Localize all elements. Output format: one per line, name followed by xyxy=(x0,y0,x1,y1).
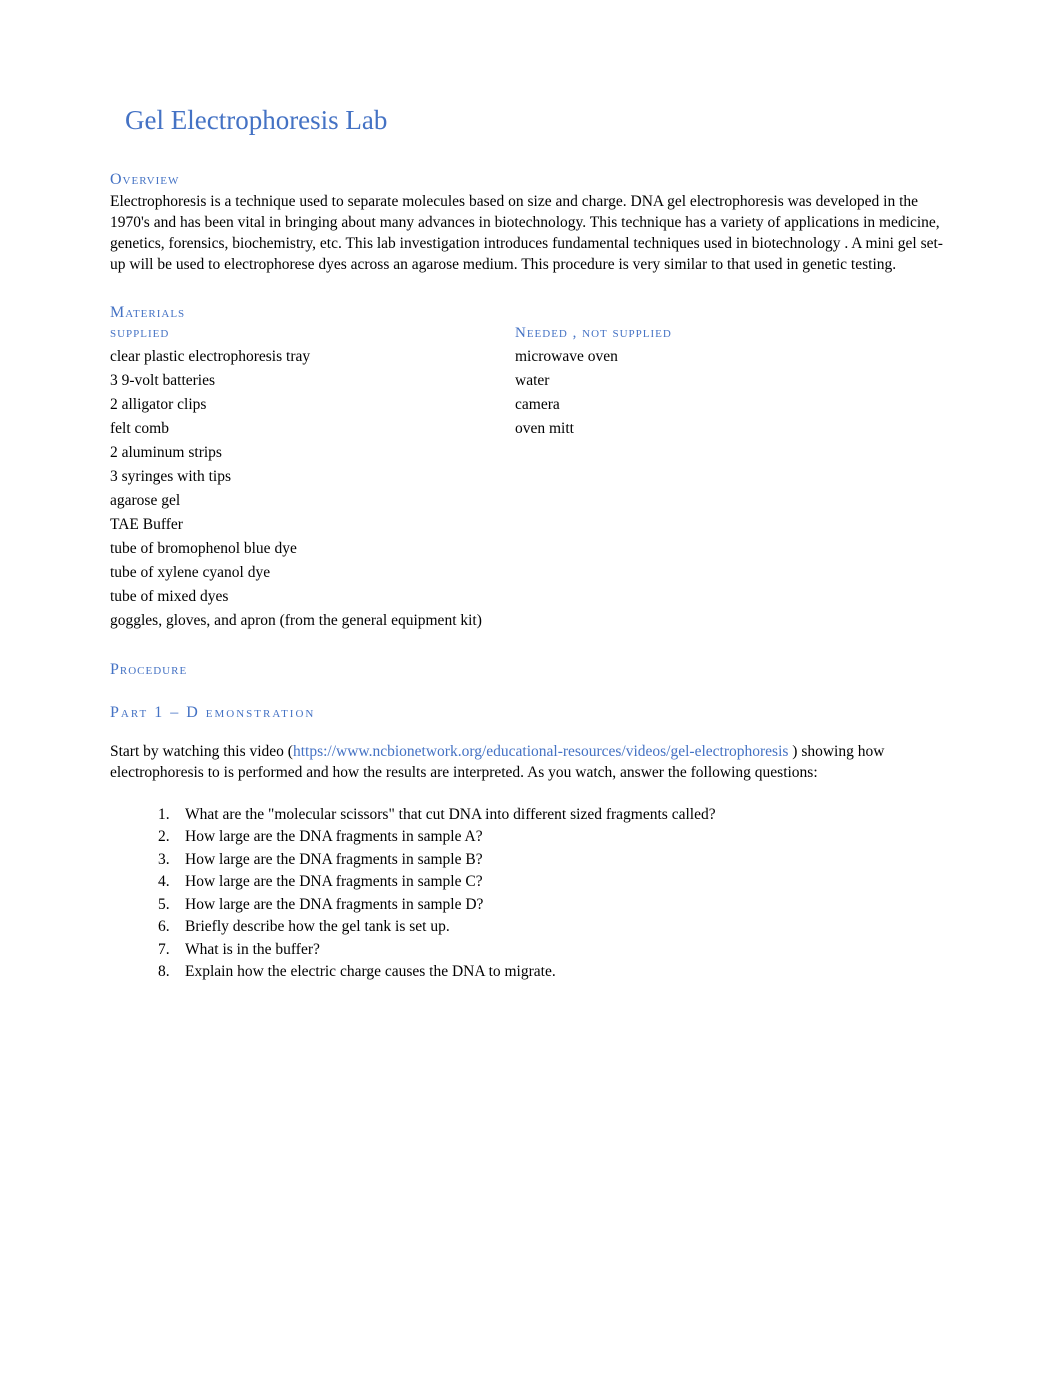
supplied-item-full: goggles, gloves, and apron (from the gen… xyxy=(110,609,952,633)
intro-pre: Start by watching this video ( xyxy=(110,743,293,760)
needed-column: Needed , not supplied microwave oven wat… xyxy=(515,325,952,609)
question-item: 4.How large are the DNA fragments in sam… xyxy=(158,871,952,893)
question-number: 2. xyxy=(158,826,185,848)
question-number: 4. xyxy=(158,871,185,893)
question-item: 3.How large are the DNA fragments in sam… xyxy=(158,849,952,871)
question-number: 7. xyxy=(158,939,185,961)
supplied-item: 2 aluminum strips xyxy=(110,441,515,465)
materials-columns: supplied clear plastic electrophoresis t… xyxy=(110,325,952,609)
supplied-item: felt comb xyxy=(110,417,515,441)
needed-item: camera xyxy=(515,393,952,417)
overview-header: Overview xyxy=(110,171,952,189)
supplied-item: TAE Buffer xyxy=(110,513,515,537)
question-number: 1. xyxy=(158,804,185,826)
question-text: How large are the DNA fragments in sampl… xyxy=(185,826,483,848)
procedure-header: Procedure xyxy=(110,661,952,679)
materials-header: Materials xyxy=(110,304,952,322)
questions-list: 1.What are the "molecular scissors" that… xyxy=(110,804,952,984)
question-text: How large are the DNA fragments in sampl… xyxy=(185,849,483,871)
question-text: How large are the DNA fragments in sampl… xyxy=(185,871,483,893)
question-item: 5.How large are the DNA fragments in sam… xyxy=(158,894,952,916)
question-number: 8. xyxy=(158,961,185,983)
needed-item: water xyxy=(515,369,952,393)
supplied-item: clear plastic electrophoresis tray xyxy=(110,345,515,369)
question-item: 1.What are the "molecular scissors" that… xyxy=(158,804,952,826)
question-text: Explain how the electric charge causes t… xyxy=(185,961,556,983)
supplied-item: 3 9-volt batteries xyxy=(110,369,515,393)
part1-intro: Start by watching this video (https://ww… xyxy=(110,742,952,784)
question-number: 5. xyxy=(158,894,185,916)
supplied-column: supplied clear plastic electrophoresis t… xyxy=(110,325,515,609)
question-text: What is in the buffer? xyxy=(185,939,320,961)
needed-item: oven mitt xyxy=(515,417,952,441)
supplied-item: agarose gel xyxy=(110,489,515,513)
needed-item: microwave oven xyxy=(515,345,952,369)
supplied-item: tube of xylene cyanol dye xyxy=(110,561,515,585)
supplied-item: tube of mixed dyes xyxy=(110,585,515,609)
supplied-item: tube of bromophenol blue dye xyxy=(110,537,515,561)
question-item: 8.Explain how the electric charge causes… xyxy=(158,961,952,983)
part1-header: Part 1 – D emonstration xyxy=(110,704,952,722)
question-item: 6.Briefly describe how the gel tank is s… xyxy=(158,916,952,938)
supplied-item: 3 syringes with tips xyxy=(110,465,515,489)
question-item: 7.What is in the buffer? xyxy=(158,939,952,961)
question-text: Briefly describe how the gel tank is set… xyxy=(185,916,450,938)
overview-text: Electrophoresis is a technique used to s… xyxy=(110,192,952,276)
page-title: Gel Electrophoresis Lab xyxy=(110,105,952,136)
question-text: What are the "molecular scissors" that c… xyxy=(185,804,716,826)
supplied-item: 2 alligator clips xyxy=(110,393,515,417)
question-text: How large are the DNA fragments in sampl… xyxy=(185,894,483,916)
video-link[interactable]: https://www.ncbionetwork.org/educational… xyxy=(293,743,788,760)
question-item: 2.How large are the DNA fragments in sam… xyxy=(158,826,952,848)
needed-header: Needed , not supplied xyxy=(515,325,952,342)
supplied-header: supplied xyxy=(110,325,515,342)
question-number: 3. xyxy=(158,849,185,871)
question-number: 6. xyxy=(158,916,185,938)
